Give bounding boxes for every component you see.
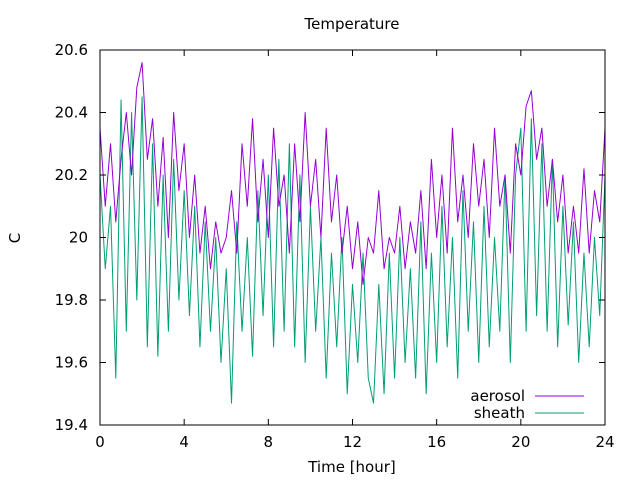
y-tick-label-5: 20.4	[55, 104, 88, 122]
x-tick-label-1: 4	[179, 433, 189, 451]
y-tick-label-2: 19.8	[55, 291, 88, 309]
y-axis: 19.4 19.6 19.8 20 20.2 20.4 20.6	[55, 41, 605, 434]
x-tick-label-2: 8	[264, 433, 274, 451]
plot-series	[99, 62, 606, 404]
x-axis: 0 4 8 12 16 20 24	[95, 50, 615, 451]
x-tick-label-3: 12	[343, 433, 362, 451]
y-tick-label-3: 20	[69, 229, 88, 247]
y-tick-label-6: 20.6	[55, 41, 88, 59]
x-tick-label-0: 0	[95, 433, 105, 451]
x-tick-label-5: 20	[511, 433, 530, 451]
plot-frame	[99, 49, 606, 426]
chart-title: Temperature	[303, 15, 399, 33]
x-tick-label-4: 16	[427, 433, 446, 451]
legend: aerosol sheath	[470, 387, 584, 422]
y-tick-label-0: 19.4	[55, 416, 88, 434]
x-tick-label-6: 24	[595, 433, 614, 451]
legend-label-aerosol: aerosol	[470, 387, 525, 405]
y-axis-label: C	[6, 233, 24, 243]
legend-entry-sheath: sheath	[474, 404, 584, 422]
y-tick-label-4: 20.2	[55, 166, 88, 184]
series-line-sheath	[99, 96, 606, 404]
y-tick-label-1: 19.6	[55, 354, 88, 372]
series-line-aerosol	[99, 62, 606, 285]
legend-label-sheath: sheath	[474, 404, 525, 422]
legend-entry-aerosol: aerosol	[470, 387, 584, 405]
x-axis-label: Time [hour]	[307, 458, 396, 476]
